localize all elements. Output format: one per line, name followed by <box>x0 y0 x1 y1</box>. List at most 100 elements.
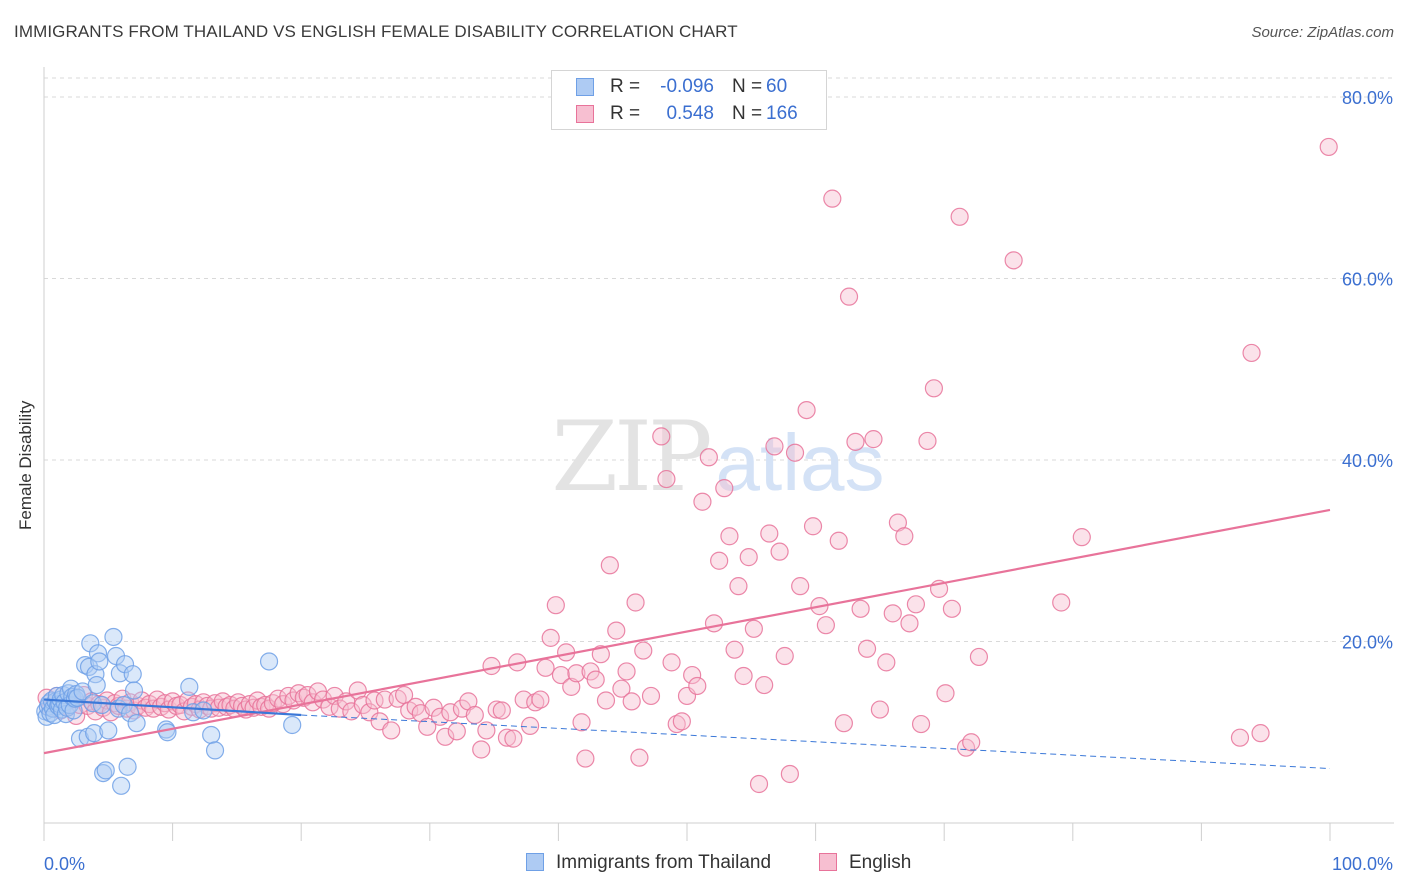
english-point <box>626 593 645 612</box>
english-point <box>839 287 859 306</box>
thailand-point <box>96 761 115 780</box>
english-point <box>375 690 394 709</box>
y-axis-label: Female Disability <box>16 400 35 530</box>
english-point <box>586 670 605 689</box>
english-point <box>744 619 763 638</box>
english-point <box>430 707 450 726</box>
thailand-point <box>127 714 146 733</box>
english-point <box>465 705 484 725</box>
english-point <box>715 479 734 498</box>
chart-title: IMMIGRANTS FROM THAILAND VS ENGLISH FEMA… <box>14 22 738 41</box>
watermark-atlas: atlas <box>716 418 885 507</box>
english-point <box>652 427 671 446</box>
english-point <box>477 721 496 740</box>
bottom-legend-swatch-pink <box>819 853 837 871</box>
english-point <box>630 748 649 767</box>
english-point <box>942 599 962 618</box>
english-point <box>607 621 626 640</box>
english-point <box>487 700 506 719</box>
english-point <box>797 400 816 420</box>
english-point <box>551 665 571 685</box>
y-tick-label: 20.0% <box>1342 633 1393 653</box>
thailand-point <box>202 725 221 745</box>
legend-n-value: 60 <box>766 76 788 97</box>
thailand-point <box>158 723 177 742</box>
legend-r-value: -0.096 <box>660 76 714 97</box>
english-point <box>482 656 501 676</box>
english-point <box>785 443 805 462</box>
english-point <box>572 713 591 732</box>
english-point <box>829 531 848 550</box>
thailand-point <box>92 695 111 715</box>
english-point <box>612 679 631 698</box>
english-point <box>617 662 636 681</box>
english-points <box>37 137 1338 794</box>
english-point <box>342 702 361 721</box>
english-point <box>950 207 969 226</box>
english-point <box>541 628 560 647</box>
x-tick-label: 100.0% <box>1332 854 1393 874</box>
english-point <box>521 716 540 735</box>
english-point <box>870 700 890 719</box>
english-point <box>749 774 769 794</box>
english-point <box>447 722 466 741</box>
english-point <box>526 693 545 712</box>
english-point <box>1052 593 1071 612</box>
english-point <box>436 727 455 746</box>
english-point <box>834 714 853 733</box>
english-point <box>672 712 691 731</box>
english-point <box>441 703 460 722</box>
y-tick-label: 40.0% <box>1342 451 1393 471</box>
english-point <box>906 595 926 614</box>
english-point <box>710 551 729 570</box>
legend-r-label: R = <box>610 76 641 97</box>
english-point <box>851 599 870 618</box>
english-point <box>969 647 989 667</box>
thailand-point <box>110 664 129 683</box>
english-point <box>857 639 877 658</box>
english-point <box>688 676 707 696</box>
thailand-point <box>124 681 144 700</box>
english-point <box>536 658 555 677</box>
x-tick-label: 0.0% <box>44 854 85 874</box>
english-point <box>353 695 373 715</box>
y-tick-label: 60.0% <box>1342 270 1393 290</box>
english-point <box>662 653 681 672</box>
english-point <box>683 665 702 685</box>
english-point <box>780 764 799 784</box>
english-point <box>816 616 835 635</box>
thailand-point <box>90 652 109 671</box>
english-point <box>760 524 779 543</box>
thailand-point <box>79 657 99 677</box>
english-point <box>330 699 349 718</box>
english-point <box>911 714 931 734</box>
english-point <box>418 717 437 736</box>
thailand-point <box>112 776 131 795</box>
english-point <box>424 698 443 717</box>
english-point <box>765 437 784 456</box>
english-point <box>877 653 896 672</box>
thailand-point <box>99 721 118 740</box>
thailand-point <box>123 665 142 684</box>
legend-row-english: R = 0.548 N = 166 <box>552 101 826 127</box>
english-point <box>693 492 712 511</box>
legend-swatch-pink <box>576 105 594 123</box>
english-point <box>1230 728 1250 747</box>
english-point <box>699 448 718 467</box>
legend-r-label: R = <box>610 103 641 124</box>
english-point <box>725 640 744 659</box>
english-point <box>791 577 810 596</box>
english-point <box>936 684 955 703</box>
bottom-legend-english: English <box>819 852 911 874</box>
english-point <box>634 641 653 660</box>
english-point <box>1242 343 1261 363</box>
legend-n-value: 166 <box>766 103 798 124</box>
english-point <box>591 645 610 664</box>
english-point <box>567 664 586 683</box>
english-point <box>546 596 565 615</box>
english-point <box>268 689 288 708</box>
english-point <box>956 738 976 757</box>
english-point <box>1251 724 1270 743</box>
english-point <box>755 675 774 695</box>
english-point <box>775 646 794 666</box>
